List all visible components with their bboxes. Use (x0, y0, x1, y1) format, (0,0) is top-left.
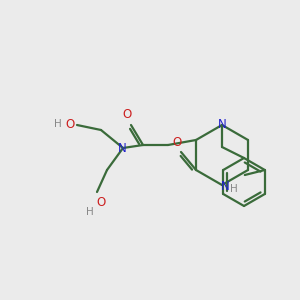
Text: O: O (172, 136, 182, 148)
Text: H: H (54, 119, 62, 129)
Text: H: H (230, 184, 238, 194)
Text: N: N (220, 179, 230, 193)
Text: O: O (96, 196, 106, 208)
Text: H: H (86, 207, 94, 217)
Text: N: N (218, 118, 226, 130)
Text: O: O (122, 109, 132, 122)
Text: O: O (65, 118, 75, 130)
Text: N: N (118, 142, 126, 154)
